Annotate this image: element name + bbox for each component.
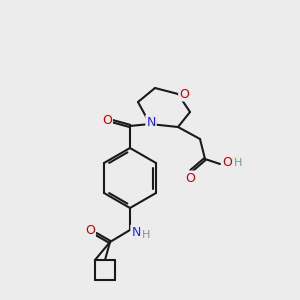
Text: O: O xyxy=(222,157,232,169)
Text: O: O xyxy=(179,88,189,100)
Text: O: O xyxy=(85,224,95,238)
Text: N: N xyxy=(146,116,156,128)
Text: H: H xyxy=(142,230,150,240)
Text: N: N xyxy=(131,226,141,238)
Text: O: O xyxy=(102,115,112,128)
Text: O: O xyxy=(185,172,195,184)
Text: H: H xyxy=(234,158,242,168)
